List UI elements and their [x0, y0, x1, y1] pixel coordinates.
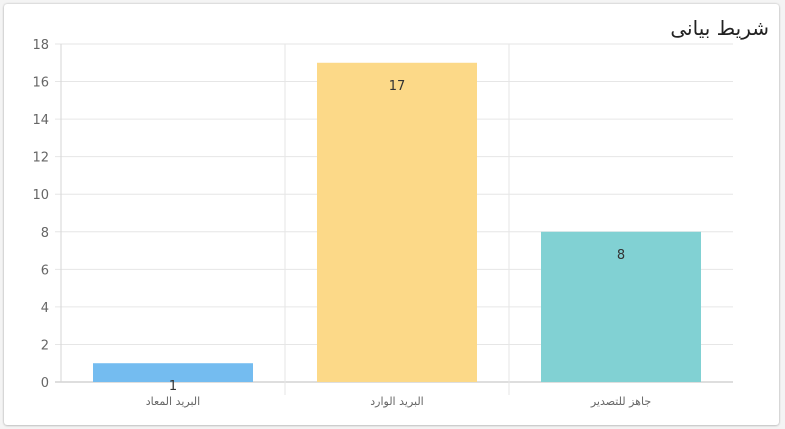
x-tick-label: البريد المعاد [146, 395, 200, 408]
y-tick-label: 12 [32, 151, 49, 166]
y-axis: 0 2 4 6 8 10 12 14 16 18 [32, 38, 62, 391]
y-tick-label: 0 [41, 376, 49, 391]
data-label: 8 [617, 248, 625, 263]
y-tick-label: 4 [41, 301, 49, 316]
bar [93, 363, 253, 382]
y-tick-label: 16 [32, 76, 49, 91]
x-tick-label: جاهز للتصدير [590, 395, 651, 408]
bar [317, 62, 477, 383]
card-title: شريط بيانى [670, 16, 769, 40]
y-tick-label: 18 [32, 38, 49, 53]
y-tick-label: 2 [41, 338, 49, 353]
y-tick-label: 8 [41, 226, 49, 241]
data-label: 1 [169, 379, 177, 394]
data-label: 17 [389, 79, 406, 94]
y-tick-label: 6 [41, 263, 49, 278]
y-tick-label: 14 [32, 113, 49, 128]
bars [93, 62, 701, 383]
y-tick-label: 10 [32, 188, 49, 203]
data-labels: 1 17 8 [169, 79, 625, 394]
bar [541, 231, 701, 382]
x-tick-label: البريد الوارد [370, 395, 424, 408]
x-axis: البريد المعاد البريد الوارد جاهز للتصدير [146, 395, 651, 408]
